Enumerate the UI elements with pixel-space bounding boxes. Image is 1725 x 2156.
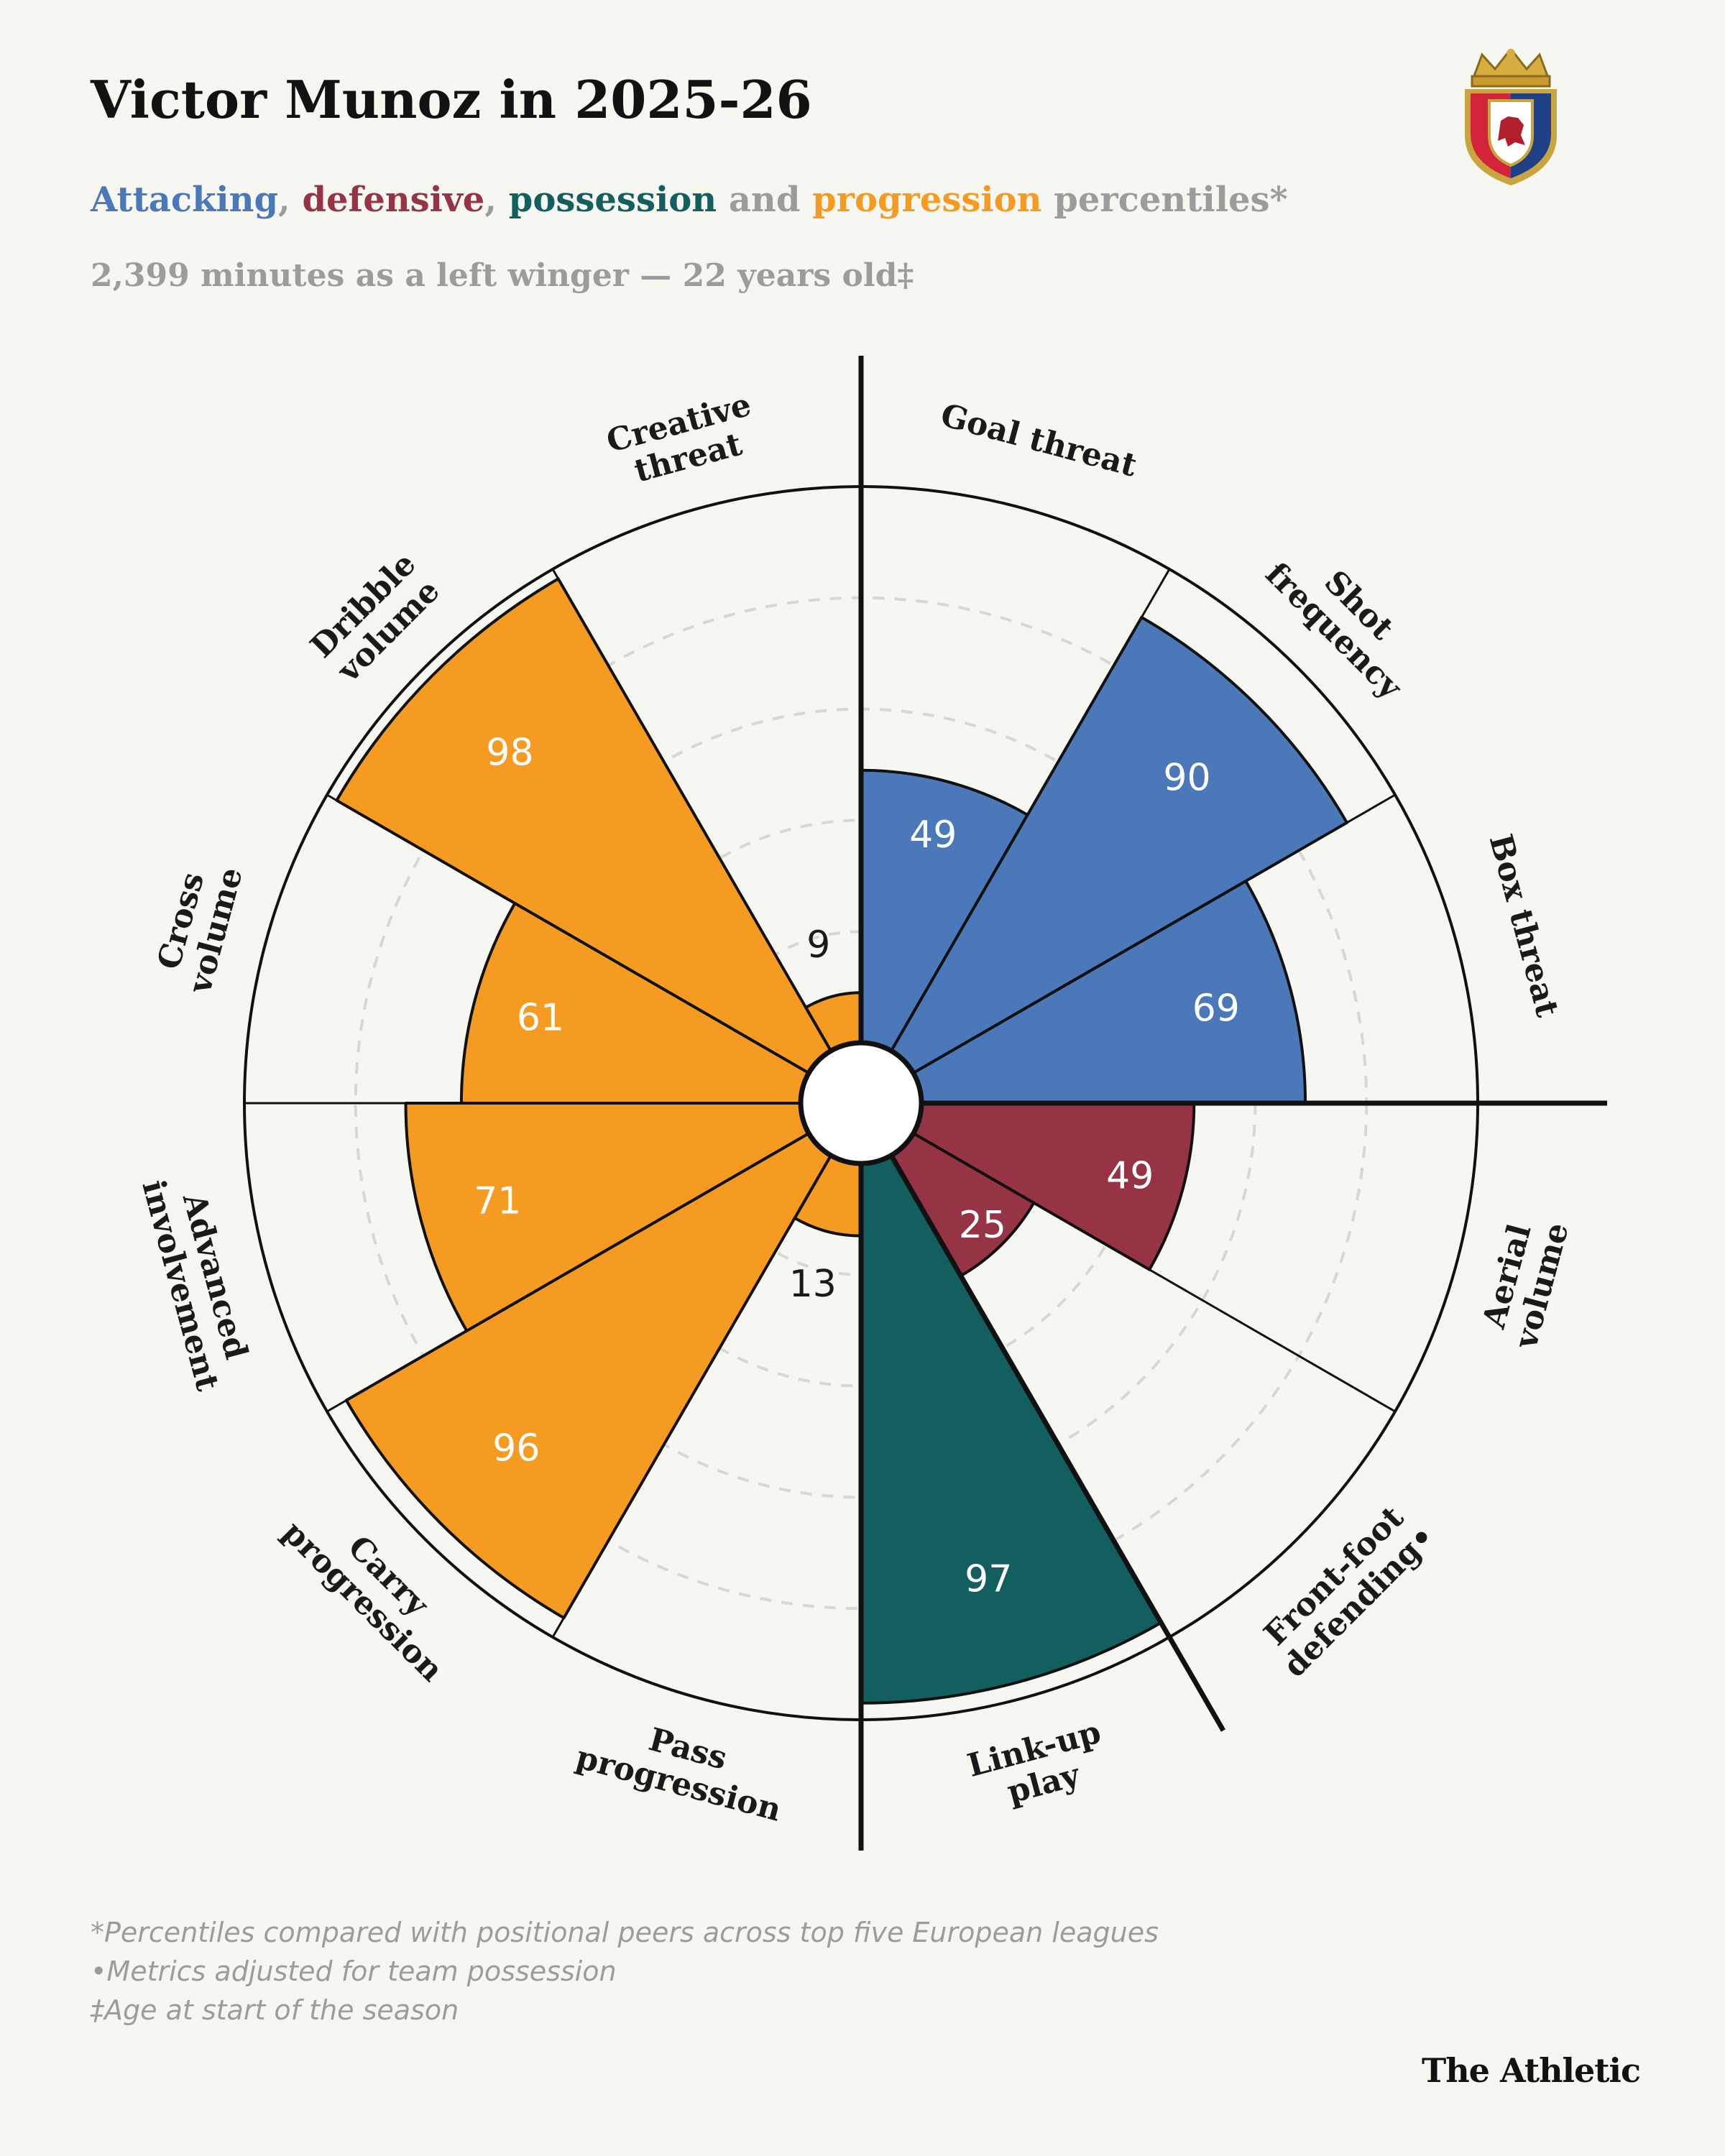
player-meta: 2,399 minutes as a left winger — 22 year… xyxy=(91,257,914,294)
bar-box-threat xyxy=(860,880,1307,1105)
value-label: 49 xyxy=(1106,1154,1154,1197)
axis-layer xyxy=(798,356,1607,1851)
legend-defensive: defensive xyxy=(302,180,485,220)
segment-divider xyxy=(860,1102,1396,1413)
center-hole xyxy=(798,1040,924,1166)
segment-divider xyxy=(551,568,862,1104)
category-label: Goal threat xyxy=(937,397,1141,484)
legend-possession: possession xyxy=(508,180,717,220)
category-label: Creativethreat xyxy=(603,387,764,495)
bar-dribble-volume xyxy=(335,577,862,1105)
subtitle-separator: , xyxy=(278,180,303,220)
value-label: 98 xyxy=(486,732,533,775)
legend-attacking: Attacking xyxy=(91,180,279,220)
footnote: •Metrics adjusted for team possession xyxy=(91,1955,617,1987)
category-label: Box threat xyxy=(1482,831,1566,1021)
subtitle-separator: , xyxy=(484,180,509,220)
values-layer: 49 90 69 49 25 97 13 96 71 61 98 9 xyxy=(474,732,1240,1601)
segment-divider xyxy=(860,793,1396,1105)
value-label: 69 xyxy=(1192,987,1240,1031)
footnote: *Percentiles compared with positional pe… xyxy=(91,1917,1159,1948)
value-label: 90 xyxy=(1163,757,1210,800)
category-label: Front-footdefending• xyxy=(1251,1493,1443,1685)
footnotes: *Percentiles compared with positional pe… xyxy=(91,1913,1159,2030)
bar-goal-threat xyxy=(860,768,1029,1105)
value-label: 71 xyxy=(474,1180,521,1223)
category-label: Shotfrequency xyxy=(1259,530,1435,707)
bar-cross-volume xyxy=(459,901,862,1105)
subtitle-tail: percentiles* xyxy=(1041,180,1288,220)
value-label: 96 xyxy=(492,1427,540,1470)
bar-link-up-play xyxy=(860,1102,1163,1705)
category-label: Link-upplay xyxy=(964,1714,1114,1820)
value-label: 25 xyxy=(959,1204,1006,1247)
bar-carry-progression xyxy=(344,1102,862,1620)
value-label: 9 xyxy=(806,923,830,967)
category-label: Aerialvolume xyxy=(1473,1210,1576,1353)
category-label: Dribblevolume xyxy=(303,545,448,691)
subtitle-and: and xyxy=(717,180,813,220)
chart-subtitle: Attacking, defensive, possession and pro… xyxy=(91,180,1288,220)
bar-shot-frequency xyxy=(860,616,1348,1105)
chart-title: Victor Munoz in 2025-26 xyxy=(91,69,812,130)
segment-divider xyxy=(551,1102,862,1638)
value-label: 49 xyxy=(909,814,957,857)
segment-divider xyxy=(326,793,862,1105)
group-divider xyxy=(858,1102,1226,1732)
category-label: Passprogression xyxy=(572,1704,794,1828)
footnote: ‡Age at start of the season xyxy=(91,1994,459,2026)
value-label: 13 xyxy=(789,1263,837,1306)
segment-divider xyxy=(326,1102,862,1413)
brand-logo: The Athletic xyxy=(1421,2051,1641,2090)
legend-progression: progression xyxy=(812,180,1042,220)
category-label: Crossvolume xyxy=(147,854,250,998)
segment-divider xyxy=(860,568,1171,1104)
value-label: 97 xyxy=(965,1557,1012,1600)
category-label: Advancedinvolvement xyxy=(134,1167,261,1395)
value-label: 61 xyxy=(517,997,564,1040)
club-crest-icon xyxy=(1465,49,1557,185)
bar-aerial-volume xyxy=(860,1102,1196,1271)
bar-advanced-involvement xyxy=(404,1102,862,1332)
